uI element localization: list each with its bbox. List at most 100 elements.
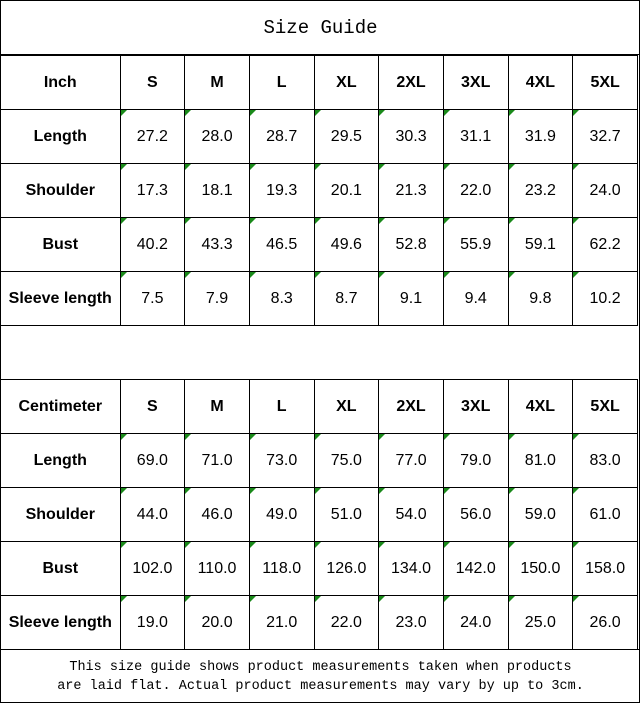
measurement-cell: 17.3 xyxy=(119,163,186,218)
measurement-cell: 19.3 xyxy=(248,163,315,218)
measurement-cell: 9.8 xyxy=(507,271,574,326)
row-label: Bust xyxy=(0,217,121,272)
table-row: Bust 102.0 110.0 118.0 126.0 134.0 142.0 150.0 1… xyxy=(0,541,638,596)
row-label: Shoulder xyxy=(0,487,121,542)
size-header: S xyxy=(119,379,186,434)
size-header: 5XL xyxy=(572,379,638,434)
measurement-cell: 18.1 xyxy=(184,163,250,218)
measurement-cell: 150.0 xyxy=(507,541,574,596)
table-row: Sleeve length 7.5 7.9 8.3 8.7 9.1 9.4 9.8 10.2 xyxy=(0,271,638,326)
measurement-cell: 20.1 xyxy=(313,163,380,218)
size-header: 4XL xyxy=(507,55,574,110)
measurement-cell: 56.0 xyxy=(442,487,509,542)
measurement-cell: 28.7 xyxy=(248,109,315,164)
size-header: 2XL xyxy=(378,55,444,110)
size-header: S xyxy=(119,55,186,110)
measurement-cell: 8.7 xyxy=(313,271,380,326)
measurement-cell: 30.3 xyxy=(378,109,444,164)
table-row: Length 27.2 28.0 28.7 29.5 30.3 31.1 31.9 32.7 xyxy=(0,109,638,164)
measurement-cell: 83.0 xyxy=(572,433,638,488)
measurement-cell: 24.0 xyxy=(442,595,509,650)
measurement-cell: 23.0 xyxy=(378,595,444,650)
measurement-cell: 31.9 xyxy=(507,109,574,164)
inch-size-table: Inch S M L XL 2XL 3XL 4XL 5XL Length 27.2 28.0 28.7 2… xyxy=(0,55,638,326)
measurement-cell: 118.0 xyxy=(248,541,315,596)
measurement-cell: 25.0 xyxy=(507,595,574,650)
size-header: 4XL xyxy=(507,379,574,434)
footer-line-1: This size guide shows product measuremen… xyxy=(69,660,572,675)
row-label: Length xyxy=(0,433,121,488)
size-header: 5XL xyxy=(572,55,638,110)
measurement-cell: 61.0 xyxy=(572,487,638,542)
measurement-cell: 44.0 xyxy=(119,487,186,542)
measurement-cell: 110.0 xyxy=(184,541,250,596)
table-row: Sleeve length 19.0 20.0 21.0 22.0 23.0 24.0 25.… xyxy=(0,595,638,650)
measurement-cell: 55.9 xyxy=(442,217,509,272)
measurement-cell: 26.0 xyxy=(572,595,638,650)
measurement-cell: 29.5 xyxy=(313,109,380,164)
measurement-cell: 40.2 xyxy=(119,217,186,272)
measurement-cell: 59.0 xyxy=(507,487,574,542)
measurement-cell: 22.0 xyxy=(442,163,509,218)
size-header: 2XL xyxy=(378,379,444,434)
size-header: XL xyxy=(313,55,380,110)
measurement-cell: 27.2 xyxy=(119,109,186,164)
size-header: 3XL xyxy=(442,55,509,110)
measurement-cell: 7.9 xyxy=(184,271,250,326)
unit-header: Centimeter xyxy=(0,379,121,434)
measurement-cell: 51.0 xyxy=(313,487,380,542)
measurement-cell: 9.1 xyxy=(378,271,444,326)
centimeter-size-table: Centimeter S M L XL 2XL 3XL 4XL 5XL Length 69.0 71.… xyxy=(0,379,638,650)
measurement-cell: 8.3 xyxy=(248,271,315,326)
measurement-cell: 73.0 xyxy=(248,433,315,488)
measurement-cell: 24.0 xyxy=(572,163,638,218)
measurement-cell: 10.2 xyxy=(572,271,638,326)
measurement-cell: 54.0 xyxy=(378,487,444,542)
footer-note: This size guide shows product measuremen… xyxy=(1,649,640,704)
spacer-row xyxy=(1,325,640,379)
measurement-cell: 9.4 xyxy=(442,271,509,326)
measurement-cell: 31.1 xyxy=(442,109,509,164)
measurement-cell: 49.6 xyxy=(313,217,380,272)
footer-line-2: are laid flat. Actual product measuremen… xyxy=(57,679,584,694)
measurement-cell: 46.0 xyxy=(184,487,250,542)
measurement-cell: 32.7 xyxy=(572,109,638,164)
measurement-cell: 69.0 xyxy=(119,433,186,488)
measurement-cell: 22.0 xyxy=(313,595,380,650)
size-header: XL xyxy=(313,379,380,434)
measurement-cell: 7.5 xyxy=(119,271,186,326)
measurement-cell: 62.2 xyxy=(572,217,638,272)
table-row: Bust 40.2 43.3 46.5 49.6 52.8 55.9 59.1 62.2 xyxy=(0,217,638,272)
row-label: Sleeve length xyxy=(0,271,121,326)
row-label: Bust xyxy=(0,541,121,596)
measurement-cell: 23.2 xyxy=(507,163,574,218)
row-label: Shoulder xyxy=(0,163,121,218)
measurement-cell: 43.3 xyxy=(184,217,250,272)
header-row: Centimeter S M L XL 2XL 3XL 4XL 5XL xyxy=(0,379,638,434)
size-header: 3XL xyxy=(442,379,509,434)
table-row: Shoulder 44.0 46.0 49.0 51.0 54.0 56.0 59.0 61.0 xyxy=(0,487,638,542)
row-label: Length xyxy=(0,109,121,164)
measurement-cell: 79.0 xyxy=(442,433,509,488)
measurement-cell: 28.0 xyxy=(184,109,250,164)
measurement-cell: 77.0 xyxy=(378,433,444,488)
measurement-cell: 81.0 xyxy=(507,433,574,488)
header-row: Inch S M L XL 2XL 3XL 4XL 5XL xyxy=(0,55,638,110)
table-row: Shoulder 17.3 18.1 19.3 20.1 21.3 22.0 23.2 24.0 xyxy=(0,163,638,218)
measurement-cell: 142.0 xyxy=(442,541,509,596)
measurement-cell: 158.0 xyxy=(572,541,638,596)
size-header: M xyxy=(184,55,250,110)
row-label: Sleeve length xyxy=(0,595,121,650)
measurement-cell: 49.0 xyxy=(248,487,315,542)
measurement-cell: 21.0 xyxy=(248,595,315,650)
measurement-cell: 46.5 xyxy=(248,217,315,272)
measurement-cell: 102.0 xyxy=(119,541,186,596)
measurement-cell: 20.0 xyxy=(184,595,250,650)
size-header: L xyxy=(248,55,315,110)
unit-header: Inch xyxy=(0,55,121,110)
measurement-cell: 21.3 xyxy=(378,163,444,218)
page-title: Size Guide xyxy=(1,1,640,55)
measurement-cell: 134.0 xyxy=(378,541,444,596)
measurement-cell: 126.0 xyxy=(313,541,380,596)
